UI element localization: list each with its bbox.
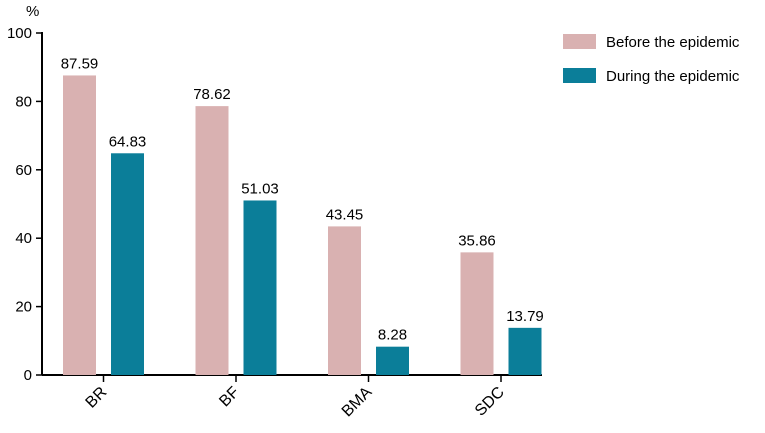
data-label: 87.59 xyxy=(61,55,99,72)
y-axis: % 0 20 40 60 80 100 xyxy=(7,3,43,384)
data-label: 43.45 xyxy=(326,206,364,223)
legend-label: During the epidemic xyxy=(606,68,740,85)
legend: Before the epidemic During the epidemic xyxy=(563,34,740,85)
data-label: 35.86 xyxy=(458,232,496,249)
x-tick-label: BMA xyxy=(339,384,376,421)
y-tick-label: 20 xyxy=(15,299,32,316)
y-tick-label: 80 xyxy=(15,93,32,110)
data-label: 8.28 xyxy=(378,327,407,344)
bar-bf-during xyxy=(243,200,277,375)
y-tick-label: 100 xyxy=(7,25,32,42)
bar-bf-before xyxy=(195,106,229,375)
bar-br-during xyxy=(111,153,144,375)
x-tick-label: BR xyxy=(83,384,111,412)
x-axis: BR BF BMA SDC xyxy=(42,374,542,421)
data-label: 78.62 xyxy=(193,86,231,103)
bar-sdc-before xyxy=(460,252,494,375)
x-tick-label: BF xyxy=(216,384,243,411)
bar-br-before xyxy=(63,75,96,375)
y-tick-label: 40 xyxy=(15,230,32,247)
bar-sdc-during xyxy=(508,327,542,375)
x-tick-label: SDC xyxy=(472,384,508,420)
legend-label: Before the epidemic xyxy=(606,34,740,51)
y-tick-label: 60 xyxy=(15,162,32,179)
bar-bma-during xyxy=(376,346,409,375)
data-label: 51.03 xyxy=(241,180,279,197)
data-label: 13.79 xyxy=(506,308,544,325)
data-label: 64.83 xyxy=(109,133,147,150)
legend-swatch xyxy=(563,68,596,83)
legend-swatch xyxy=(563,34,596,49)
bar-bma-before xyxy=(328,226,361,375)
bars xyxy=(63,75,542,375)
y-axis-unit-label: % xyxy=(26,3,39,20)
data-labels: 87.59 64.83 78.62 51.03 43.45 8.28 35.86 13.79 xyxy=(61,55,544,343)
y-tick-label: 0 xyxy=(24,367,32,384)
